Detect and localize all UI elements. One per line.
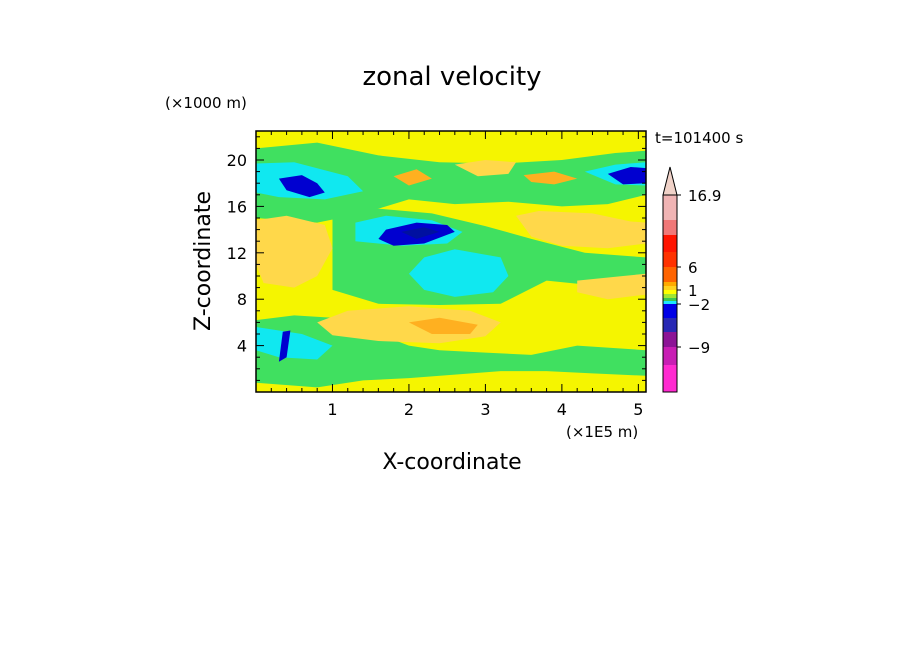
colorbar-band [663,235,677,252]
contour-region [256,142,646,223]
x-tick-label: 1 [327,400,337,419]
colorbar-labels: 16.9 6 1−2 −9 [677,187,721,357]
plot-frame [255,130,647,393]
y-tick-label: 8 [237,290,247,309]
colorbar-band [663,347,677,365]
colorbar-band [663,298,677,301]
contour-region [317,306,501,344]
axis-ticks [256,131,646,392]
x-tick-labels: 1 2 3 4 5 [327,400,643,419]
colorbar-tick-label: −2 [688,296,710,314]
colorbar-band [663,282,677,286]
contour-region [256,327,333,360]
y-axis-label: Z-coordinate [191,191,216,331]
contour-region [408,249,509,297]
contour-region [401,227,440,239]
contour-region [523,171,578,185]
colorbar-band [663,252,677,267]
x-unit-label: (×1E5 m) [566,423,638,441]
x-tick-label: 3 [480,400,490,419]
x-axis-label: X-coordinate [382,450,521,475]
x-tick-label: 4 [557,400,567,419]
x-tick-label: 5 [633,400,643,419]
y-tick-label: 16 [227,197,247,216]
colorbar-band [663,195,677,220]
y-unit-label: (×1000 m) [165,94,247,112]
contour-region [516,211,646,249]
colorbar-extend-arrow [662,166,678,196]
contour-region [393,169,432,186]
y-tick-labels: 4 8 12 16 20 [227,151,247,356]
contour-region [278,175,325,198]
colorbar-band [663,286,677,290]
colorbar-band [663,318,677,332]
contour-region [454,160,516,177]
y-tick-label: 12 [227,244,247,263]
colorbar [662,166,678,393]
x-tick-label: 2 [404,400,414,419]
colorbar-band [663,365,677,392]
colorbar-band [663,267,677,282]
time-label: t=101400 s [655,129,743,147]
y-tick-label: 20 [227,151,247,170]
colorbar-band [663,290,677,294]
colorbar-band [663,294,677,298]
contour-region [278,330,291,362]
contour-region [607,167,646,185]
colorbar-band [663,220,677,235]
contour-region [577,273,646,300]
colorbar-band [663,301,677,304]
colorbar-tick-label: 6 [688,259,698,277]
contour-region [256,215,333,288]
chart-title: zonal velocity [362,62,541,92]
colorbar-band [663,332,677,347]
colorbar-frame [662,194,678,393]
colorbar-tick-label: 1 [688,282,698,300]
contour-region [408,317,478,334]
colorbar-band [663,304,677,318]
contour-field [256,131,646,392]
y-tick-label: 4 [237,337,247,356]
colorbar-tick-label: 16.9 [688,187,721,205]
colorbar-tick-label: −9 [688,339,710,357]
